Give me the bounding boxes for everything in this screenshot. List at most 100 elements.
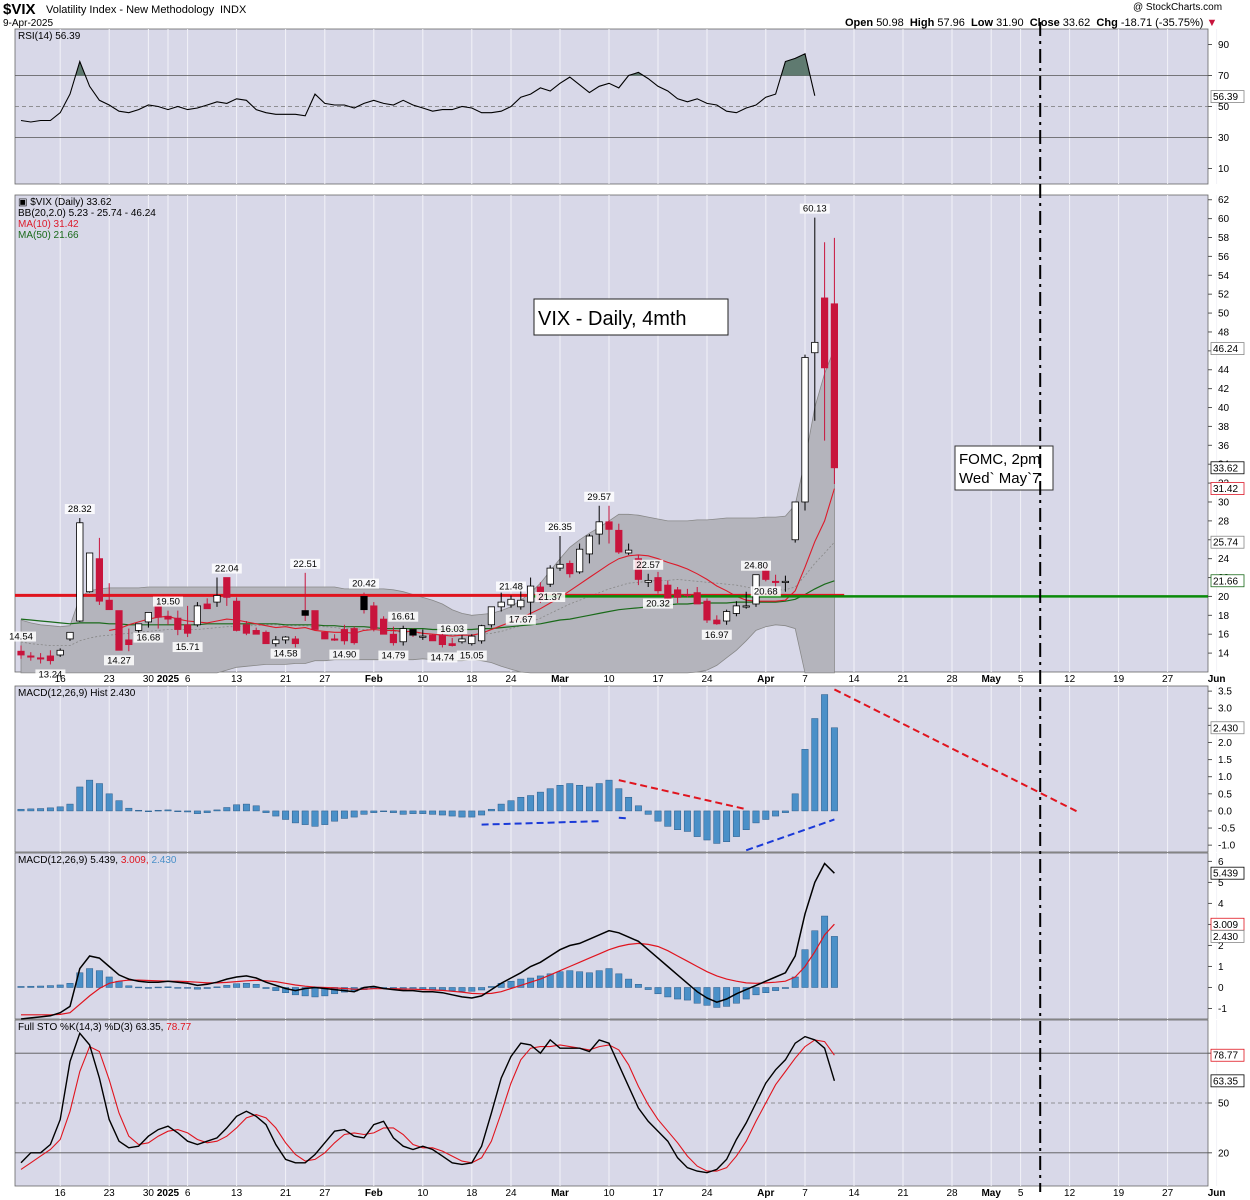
candle-body — [370, 605, 378, 629]
hist-bar — [556, 785, 564, 812]
price-data-label-bg — [545, 521, 575, 532]
hist-bar — [233, 804, 241, 812]
macd-hist-bar — [517, 978, 525, 988]
macd-legend-part-0: MACD(12,26,9) — [18, 855, 90, 866]
x-axis-label-bottom: May — [981, 1188, 1001, 1199]
hist-bar — [801, 749, 809, 812]
macd-hist-bar — [458, 987, 466, 992]
candle-body — [781, 580, 790, 583]
price-data-label: 22.04 — [215, 564, 239, 575]
hist-bar — [781, 810, 789, 813]
hist-bar — [458, 810, 466, 818]
sto-k-value-tag — [1210, 1074, 1245, 1088]
macd-hist-bar — [46, 985, 54, 988]
candle-body — [468, 635, 476, 645]
price-ytick-label: 36 — [1218, 441, 1230, 452]
candle-body — [438, 634, 447, 646]
hist-bar — [585, 786, 593, 812]
instrument-name: Volatility Index - New Methodology — [46, 4, 215, 16]
macd-hist-bar — [683, 987, 691, 1001]
macd-hist-bar — [713, 987, 721, 1008]
x-axis-label-mid: 7 — [802, 674, 808, 685]
hist-bar — [742, 810, 750, 831]
price-data-label: 14.54 — [9, 632, 33, 643]
candle-body — [830, 303, 839, 469]
macd-hist-bar — [576, 971, 584, 988]
x-axis-label-bottom: 6 — [185, 1188, 191, 1199]
candle-body — [46, 655, 55, 662]
candle-body — [732, 605, 741, 614]
sto-d-value-tag — [1210, 1048, 1245, 1062]
hist-bar — [350, 810, 358, 818]
price-data-label-bg — [505, 614, 536, 625]
price-ytick-label: 52 — [1218, 290, 1230, 301]
hist-bar — [478, 810, 486, 816]
macd-hist-value: 2.430 — [1213, 932, 1238, 943]
hist-bar — [242, 803, 250, 812]
x-axis-label-mid: 19 — [1113, 674, 1125, 685]
price-data-label: 22.51 — [293, 559, 317, 570]
x-axis-label-mid: 24 — [505, 674, 517, 685]
fomc-text-line2: Wed` May`7 — [959, 470, 1040, 487]
price-data-label: 26.35 — [548, 522, 572, 533]
candle-body — [517, 599, 525, 608]
low-label: Low — [971, 17, 994, 29]
candle-body — [174, 617, 182, 630]
x-axis-label-mid: Mar — [551, 674, 569, 685]
hist-bar — [37, 808, 45, 812]
price-data-label: 16.03 — [440, 624, 464, 635]
macd-hist-bar — [752, 987, 760, 996]
macd-last-value: 5.439 — [1213, 869, 1238, 880]
price-data-label-bg — [750, 586, 781, 597]
candle-body — [105, 599, 113, 611]
hist-bar — [772, 810, 780, 817]
macd-hist-bar — [585, 972, 593, 988]
sto-legend-part-1: 63.35, — [136, 1022, 167, 1033]
candle-body — [791, 501, 799, 541]
price-close-tag-tag — [1210, 461, 1245, 475]
price-ytick-label: 54 — [1218, 271, 1230, 282]
macd-hist-bar — [144, 987, 152, 989]
close-label: Close — [1029, 17, 1060, 29]
candle-body — [654, 577, 662, 592]
hist-bar — [713, 810, 721, 844]
x-axis-label-bottom: Jun — [1208, 1188, 1226, 1199]
candle-body — [311, 610, 319, 630]
candle-body — [183, 624, 192, 634]
macd-hist-bar — [184, 987, 192, 989]
ohlc-readout: Open 50.98 High 57.96 Low 31.90 Close 33… — [845, 17, 1217, 29]
price-data-label: 19.50 — [156, 597, 180, 608]
price-data-label-bg — [741, 560, 771, 571]
candle-body — [86, 552, 94, 593]
candle-body — [164, 615, 172, 620]
price-data-label: 20.42 — [352, 579, 376, 590]
hist-bar — [321, 810, 329, 825]
annotation-box — [533, 298, 729, 336]
candle-body — [301, 610, 309, 616]
hist-bar — [193, 810, 201, 814]
macd-hist-bar — [233, 983, 241, 988]
candle-body — [27, 655, 35, 658]
candle-body — [399, 628, 407, 643]
hist-bar — [468, 810, 476, 818]
macd-trendline-blue-2 — [618, 816, 629, 820]
macd-ytick-label: 0 — [1218, 983, 1224, 994]
price-ytick-label: 62 — [1218, 195, 1230, 206]
hist-bar — [821, 694, 829, 812]
price-data-label: 14.74 — [431, 652, 455, 663]
exchange-label: INDX — [220, 4, 247, 16]
hist-bar — [693, 810, 701, 837]
candle-body — [232, 600, 241, 631]
candle-body — [448, 643, 456, 646]
hist-bar — [595, 783, 603, 812]
macd-hist-bar — [27, 985, 35, 988]
hist-bar — [615, 788, 623, 812]
macd-ytick-label: 4 — [1218, 899, 1224, 910]
hist-bar — [634, 805, 642, 812]
chart-date: 9-Apr-2025 — [3, 18, 54, 29]
macd-hist-bar — [556, 971, 564, 988]
rsi-line — [20, 53, 816, 123]
candle-body — [605, 521, 613, 530]
hist-bar — [262, 810, 270, 813]
hist-bar — [252, 805, 260, 812]
